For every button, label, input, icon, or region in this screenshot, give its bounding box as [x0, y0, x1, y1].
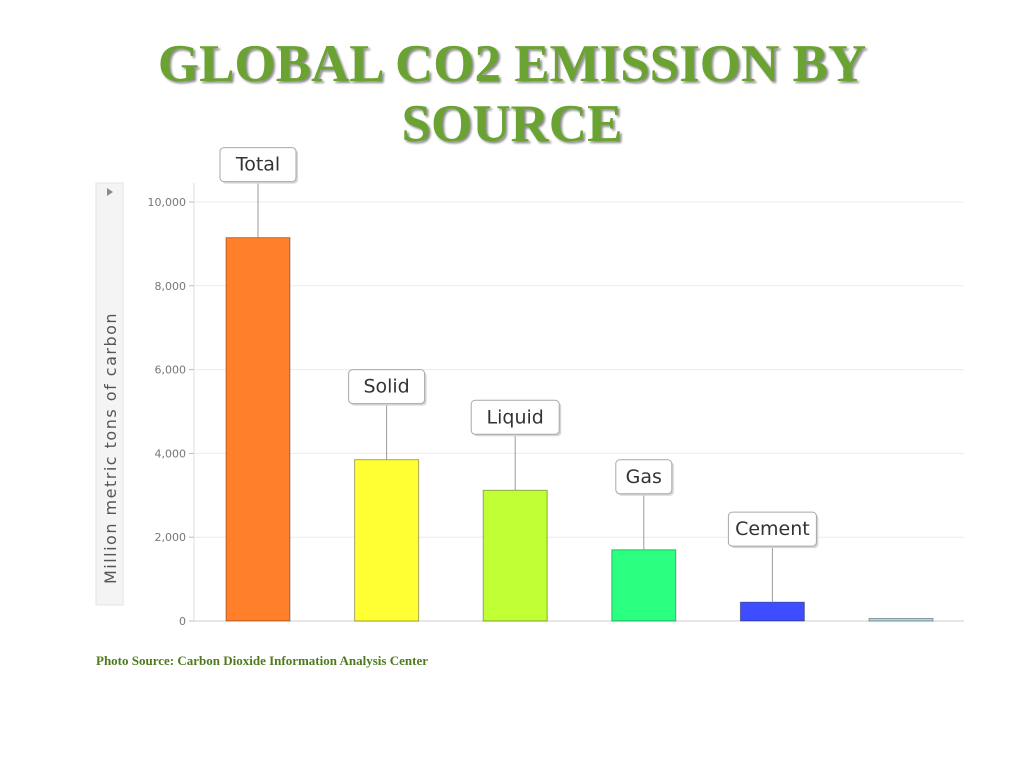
- callout-box: [615, 459, 673, 495]
- callout-box: [727, 511, 817, 547]
- title-line-2: SOURCE: [401, 95, 623, 153]
- bar-label-total: Total: [235, 154, 280, 176]
- photo-source-caption: Photo Source: Carbon Dioxide Information…: [96, 653, 428, 668]
- callout-box: [348, 369, 426, 405]
- bar-label-solid: Solid: [363, 376, 409, 398]
- bar-other[interactable]: [868, 617, 934, 622]
- bar-cement[interactable]: [739, 601, 805, 622]
- callout-box: [219, 147, 297, 183]
- y-axis-label: Million metric tons of carbon: [101, 312, 120, 584]
- y-tick-label: 2,000: [155, 531, 187, 544]
- y-tick-label: 0: [179, 615, 186, 628]
- y-tick-label: 10,000: [148, 196, 187, 209]
- bar-label-cement: Cement: [735, 518, 810, 540]
- bar-chart: 0 2,000 4,000 6,000 8,000 10,000 Total Solid Li…: [95, 147, 964, 628]
- y-tick-label: 4,000: [155, 447, 187, 460]
- expand-arrow-icon[interactable]: [107, 188, 113, 196]
- y-tick-label: 6,000: [155, 364, 187, 377]
- callout-box: [470, 399, 560, 435]
- y-tick-label: 8,000: [155, 280, 187, 293]
- bar-total[interactable]: [225, 237, 291, 622]
- ylabel-panel: [95, 182, 124, 606]
- bar-gas[interactable]: [611, 549, 677, 622]
- bar-label-liquid: Liquid: [487, 406, 544, 428]
- title-line-1: GLOBAL CO2 EMISSION BY: [157, 35, 867, 93]
- bar-solid[interactable]: [354, 459, 420, 622]
- bar-label-gas: Gas: [626, 466, 662, 488]
- bar-liquid[interactable]: [482, 489, 548, 622]
- slide-title: GLOBAL CO2 EMISSION BY SOURCE: [0, 34, 1024, 154]
